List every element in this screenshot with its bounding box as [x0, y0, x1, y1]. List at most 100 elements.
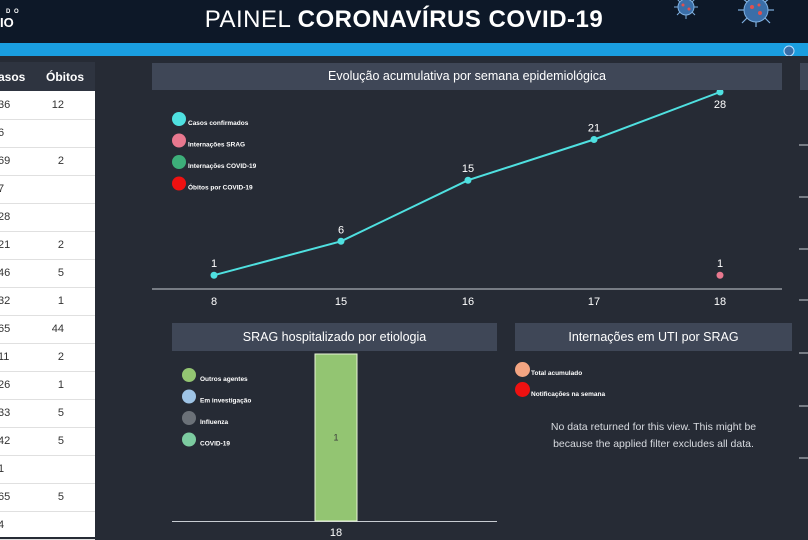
table-row[interactable]: 65 5	[0, 483, 95, 512]
page-title: PAINEL CORONAVÍRUS COVID-19	[0, 6, 808, 34]
legend-dot	[182, 432, 196, 447]
table-row[interactable]: 1	[0, 455, 95, 484]
cell-casos: 42	[0, 435, 11, 447]
data-label: 28	[714, 99, 726, 111]
virus-icon	[738, 0, 774, 27]
cell-obitos: 1	[57, 295, 64, 307]
data-point	[464, 176, 472, 184]
table-row[interactable]: 36 12	[0, 91, 95, 120]
title-light: PAINEL	[204, 6, 298, 33]
data-point	[210, 271, 218, 279]
cell-obitos: 5	[57, 491, 64, 503]
table-row[interactable]: 32 1	[0, 287, 95, 316]
virus-icon	[674, 0, 698, 19]
bar	[314, 353, 358, 522]
logo-line2: IO	[0, 15, 14, 30]
x-tick-label: 18	[330, 527, 342, 537]
cell-casos: 4	[0, 519, 5, 531]
cell-casos: 32	[0, 295, 11, 307]
title-bold: CORONAVÍRUS COVID-19	[297, 6, 604, 33]
table-row[interactable]: 33 5	[0, 399, 95, 428]
table-row[interactable]: 11 2	[0, 343, 95, 372]
table-header: asos Óbitos	[0, 62, 95, 91]
table-row[interactable]: 65 44	[0, 315, 95, 344]
data-point	[337, 237, 345, 245]
cell-obitos: 2	[57, 351, 64, 363]
table-row[interactable]: 26 1	[0, 371, 95, 400]
legend-label: Outros agentes	[200, 376, 248, 383]
cell-casos: 65	[0, 491, 11, 503]
data-label: 1	[717, 258, 723, 270]
data-label: 21	[588, 123, 600, 135]
legend-dot	[182, 368, 196, 382]
table-row[interactable]: 69 2	[0, 147, 95, 176]
cell-obitos: 2	[57, 155, 64, 167]
legend-label: Internações COVID-19	[188, 163, 257, 170]
legend-label: Casos confirmados	[188, 120, 249, 127]
right-chart-partial	[799, 144, 808, 459]
data-point	[716, 271, 724, 279]
legend-label: COVID-19	[200, 441, 230, 448]
data-point	[716, 90, 724, 96]
no-data-line1: No data returned for this view. This mig…	[550, 421, 757, 433]
legend-dot	[182, 389, 196, 404]
cell-casos: 11	[0, 351, 10, 363]
table-row[interactable]: 46 5	[0, 259, 95, 288]
cell-obitos: 5	[57, 435, 64, 447]
series-line	[213, 91, 721, 277]
table-row[interactable]: 42 5	[0, 427, 95, 456]
table-row[interactable]: 6	[0, 119, 95, 148]
x-tick-label: 17	[588, 296, 600, 308]
legend-dot	[172, 133, 186, 148]
cell-obitos: 44	[51, 323, 64, 335]
table-row[interactable]: 7	[0, 175, 95, 204]
header-bar: D O IO PAINEL CORONAVÍRUS COVID-19	[0, 0, 808, 43]
data-label: 6	[338, 224, 344, 236]
legend-label: Em investigação	[200, 398, 251, 405]
table-row[interactable]: 4	[0, 511, 95, 540]
panel-title-uti: Internações em UTI por SRAG	[515, 323, 792, 351]
legend-label: Notificações na semana	[531, 391, 606, 398]
cell-casos: 26	[0, 379, 11, 391]
cell-casos: 7	[0, 183, 5, 195]
column-header-casos[interactable]: asos	[0, 70, 26, 84]
column-header-obitos[interactable]: Óbitos	[46, 70, 84, 84]
cell-casos: 46	[0, 267, 11, 279]
cell-casos: 65	[0, 323, 11, 335]
cell-casos: 36	[0, 99, 11, 111]
cell-obitos: 12	[51, 99, 64, 111]
data-label: 15	[462, 163, 474, 175]
cell-casos: 21	[0, 239, 11, 251]
header-stripe	[0, 43, 808, 56]
municipios-table: asos Óbitos 36 12 6 69 2 7 28 21 2 46 5 32 1 65 44 11 2 2…	[0, 62, 95, 540]
panel-title-right	[800, 63, 808, 90]
x-tick-label: 15	[335, 296, 347, 308]
cell-casos: 1	[0, 463, 5, 475]
uti-legend: Total acumulado Notificações na semana	[515, 360, 715, 410]
data-point	[590, 136, 598, 143]
x-tick-label: 18	[714, 296, 726, 308]
x-tick-label: 8	[211, 296, 217, 308]
panel-title-srag: SRAG hospitalizado por etiologia	[172, 323, 497, 351]
cell-obitos: 5	[57, 267, 64, 279]
x-tick-label: 16	[462, 296, 474, 308]
legend-label: Influenza	[200, 419, 229, 426]
srag-bar-chart: 1 18 Outros agentes Em investigação Influenz…	[172, 353, 497, 537]
legend-dot	[172, 112, 186, 126]
cell-obitos: 5	[57, 407, 64, 419]
legend-dot	[515, 362, 530, 377]
no-data-message: No data returned for this view. This mig…	[515, 419, 792, 453]
legend-label: Total acumulado	[531, 370, 583, 377]
table-row[interactable]: 21 2	[0, 231, 95, 260]
cell-casos: 69	[0, 155, 11, 167]
legend-dot	[182, 411, 196, 425]
logo-line1: D O	[6, 9, 20, 15]
virus-icon	[783, 45, 795, 56]
table-row[interactable]: 28	[0, 203, 95, 232]
no-data-line2: because the applied filter excludes all …	[553, 438, 754, 450]
logo: D O IO	[0, 8, 20, 30]
legend-dot	[172, 176, 186, 191]
panel-title-evolucao: Evolução acumulativa por semana epidemio…	[152, 63, 782, 90]
data-label: 1	[333, 433, 338, 443]
